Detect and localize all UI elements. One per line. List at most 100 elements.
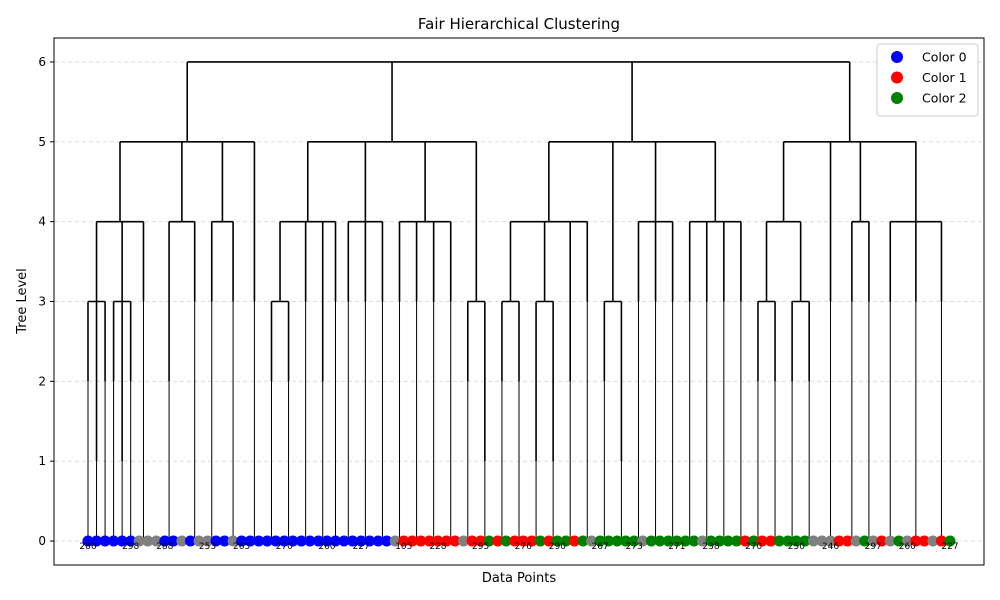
dendrogram-links bbox=[87, 61, 943, 542]
leaf-point bbox=[91, 535, 103, 547]
leaf-point bbox=[611, 535, 623, 547]
leaf-point bbox=[560, 535, 572, 547]
leaf-label: 238 bbox=[702, 542, 719, 552]
leaf-point bbox=[389, 535, 401, 547]
leaf-label: 270 bbox=[745, 542, 762, 552]
leaf-labels: 286 298 288 253 265 270 260 227 105 228 295 276 290 2… bbox=[79, 542, 958, 552]
leaf-point bbox=[82, 535, 94, 547]
leaf-point bbox=[338, 535, 350, 547]
leaf-point bbox=[116, 535, 128, 547]
legend-marker bbox=[891, 92, 903, 104]
leaf-point bbox=[492, 535, 504, 547]
leaf-point bbox=[935, 535, 947, 547]
leaf-point bbox=[807, 535, 819, 547]
y-axis-label: Tree Level bbox=[15, 268, 30, 335]
leaf-point bbox=[662, 535, 674, 547]
leaf-label: 227 bbox=[941, 542, 958, 552]
leaf-point bbox=[466, 535, 478, 547]
leaf-point bbox=[219, 535, 231, 547]
leaf-point bbox=[756, 535, 768, 547]
chart-title: Fair Hierarchical Clustering bbox=[418, 15, 620, 33]
leaf-point bbox=[688, 535, 700, 547]
leaf-point bbox=[765, 535, 777, 547]
leaf-point bbox=[901, 535, 913, 547]
leaf-point bbox=[176, 535, 188, 547]
leaf-label: 273 bbox=[626, 542, 643, 552]
y-tick-label: 5 bbox=[38, 135, 46, 149]
leaf-point bbox=[628, 535, 640, 547]
leaf-point bbox=[867, 535, 879, 547]
leaf-point bbox=[142, 535, 154, 547]
leaf-point bbox=[108, 535, 120, 547]
leaf-point bbox=[833, 535, 845, 547]
leaf-label: 253 bbox=[199, 542, 216, 552]
leaf-label: 271 bbox=[668, 542, 685, 552]
leaf-point bbox=[330, 535, 342, 547]
leaf-point bbox=[825, 535, 837, 547]
y-tick-label: 3 bbox=[38, 295, 46, 309]
leaf-label: 228 bbox=[429, 542, 446, 552]
y-tick-label: 2 bbox=[38, 374, 46, 388]
leaf-label: 260 bbox=[899, 542, 916, 552]
leaf-point bbox=[509, 535, 521, 547]
leaf-point bbox=[440, 535, 452, 547]
leaf-point bbox=[842, 535, 854, 547]
leaf-point bbox=[526, 535, 538, 547]
leaf-label: 295 bbox=[472, 542, 489, 552]
leaf-label: 276 bbox=[515, 542, 532, 552]
leaf-point bbox=[893, 535, 905, 547]
leaf-point bbox=[731, 535, 743, 547]
leaf-label: 298 bbox=[122, 542, 139, 552]
leaf-point bbox=[696, 535, 708, 547]
legend: Color 0 Color 1 Color 2 bbox=[876, 43, 979, 117]
leaf-point bbox=[167, 535, 179, 547]
legend-label: Color 0 bbox=[922, 50, 967, 65]
leaf-point bbox=[210, 535, 222, 547]
leaf-point bbox=[603, 535, 615, 547]
leaf-point bbox=[773, 535, 785, 547]
leaf-label: 246 bbox=[822, 542, 839, 552]
legend-label: Color 1 bbox=[922, 70, 967, 85]
y-axis-ticks: 0 1 2 3 4 5 6 bbox=[38, 55, 54, 548]
leaf-point bbox=[423, 535, 435, 547]
leaf-point bbox=[799, 535, 811, 547]
legend-marker bbox=[891, 71, 903, 84]
leaf-point bbox=[253, 535, 265, 547]
leaf-point bbox=[312, 535, 324, 547]
leaf-point bbox=[432, 535, 444, 547]
leaf-point bbox=[850, 535, 862, 547]
leaf-point bbox=[150, 535, 162, 547]
leaf-point bbox=[534, 535, 546, 547]
leaf-point bbox=[261, 535, 273, 547]
leaf-point bbox=[910, 535, 922, 547]
leaf-point bbox=[406, 535, 418, 547]
leaf-point bbox=[594, 535, 606, 547]
leaf-point bbox=[398, 535, 410, 547]
leaf-point bbox=[739, 535, 751, 547]
legend-marker bbox=[891, 51, 903, 63]
leaf-point bbox=[679, 535, 691, 547]
leaf-label: 227 bbox=[353, 542, 370, 552]
leaf-point bbox=[859, 535, 871, 547]
leaf-point bbox=[782, 535, 794, 547]
leaf-label: 288 bbox=[156, 542, 173, 552]
leaf-point bbox=[500, 535, 512, 547]
leaf-point bbox=[543, 535, 555, 547]
leaf-point bbox=[193, 535, 205, 547]
leaf-label: 250 bbox=[788, 542, 805, 552]
leaf-point bbox=[364, 535, 376, 547]
x-axis-label: Data Points bbox=[482, 571, 556, 586]
leaf-label: 270 bbox=[276, 542, 293, 552]
leaf-point bbox=[458, 535, 470, 547]
y-tick-label: 4 bbox=[38, 215, 46, 229]
leaf-point bbox=[449, 535, 461, 547]
leaf-point bbox=[884, 535, 896, 547]
leaf-point bbox=[551, 535, 563, 547]
leaf-point bbox=[355, 535, 367, 547]
y-tick-label: 1 bbox=[38, 454, 46, 468]
leaf-point bbox=[586, 535, 598, 547]
leaf-points bbox=[82, 535, 956, 547]
leaf-point bbox=[287, 535, 299, 547]
leaf-point bbox=[918, 535, 930, 547]
